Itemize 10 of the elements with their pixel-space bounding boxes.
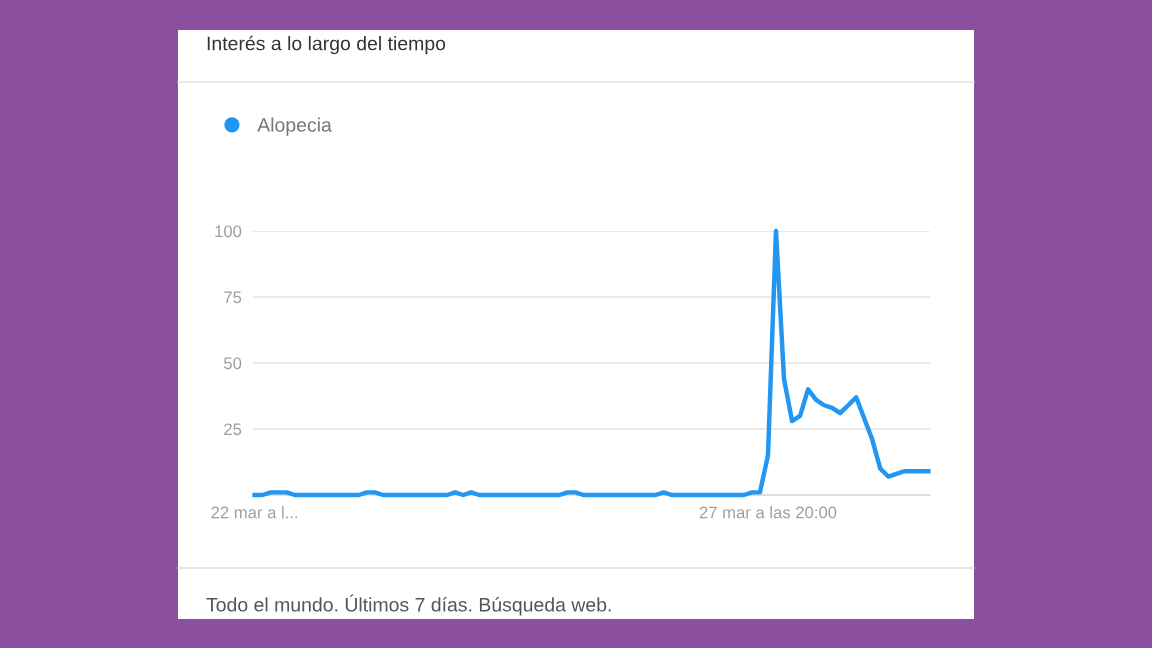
y-tick-label: 75 <box>224 291 242 304</box>
text: Todo el mundo. Últimos 7 días. Búsqueda web. <box>206 594 611 616</box>
line-series <box>252 228 931 498</box>
y-tick-label: 50 <box>224 357 242 370</box>
x-tick-label: 22 mar a l... <box>211 506 298 519</box>
x-tick-label: 27 mar a las 20:00 <box>699 506 837 519</box>
y-tick-label: 25 <box>224 423 242 436</box>
legend-label: Alopecia <box>257 117 332 136</box>
y-tick-label: 100 <box>215 225 242 238</box>
chart-title: Interés a lo largo del tiempo <box>207 35 446 55</box>
